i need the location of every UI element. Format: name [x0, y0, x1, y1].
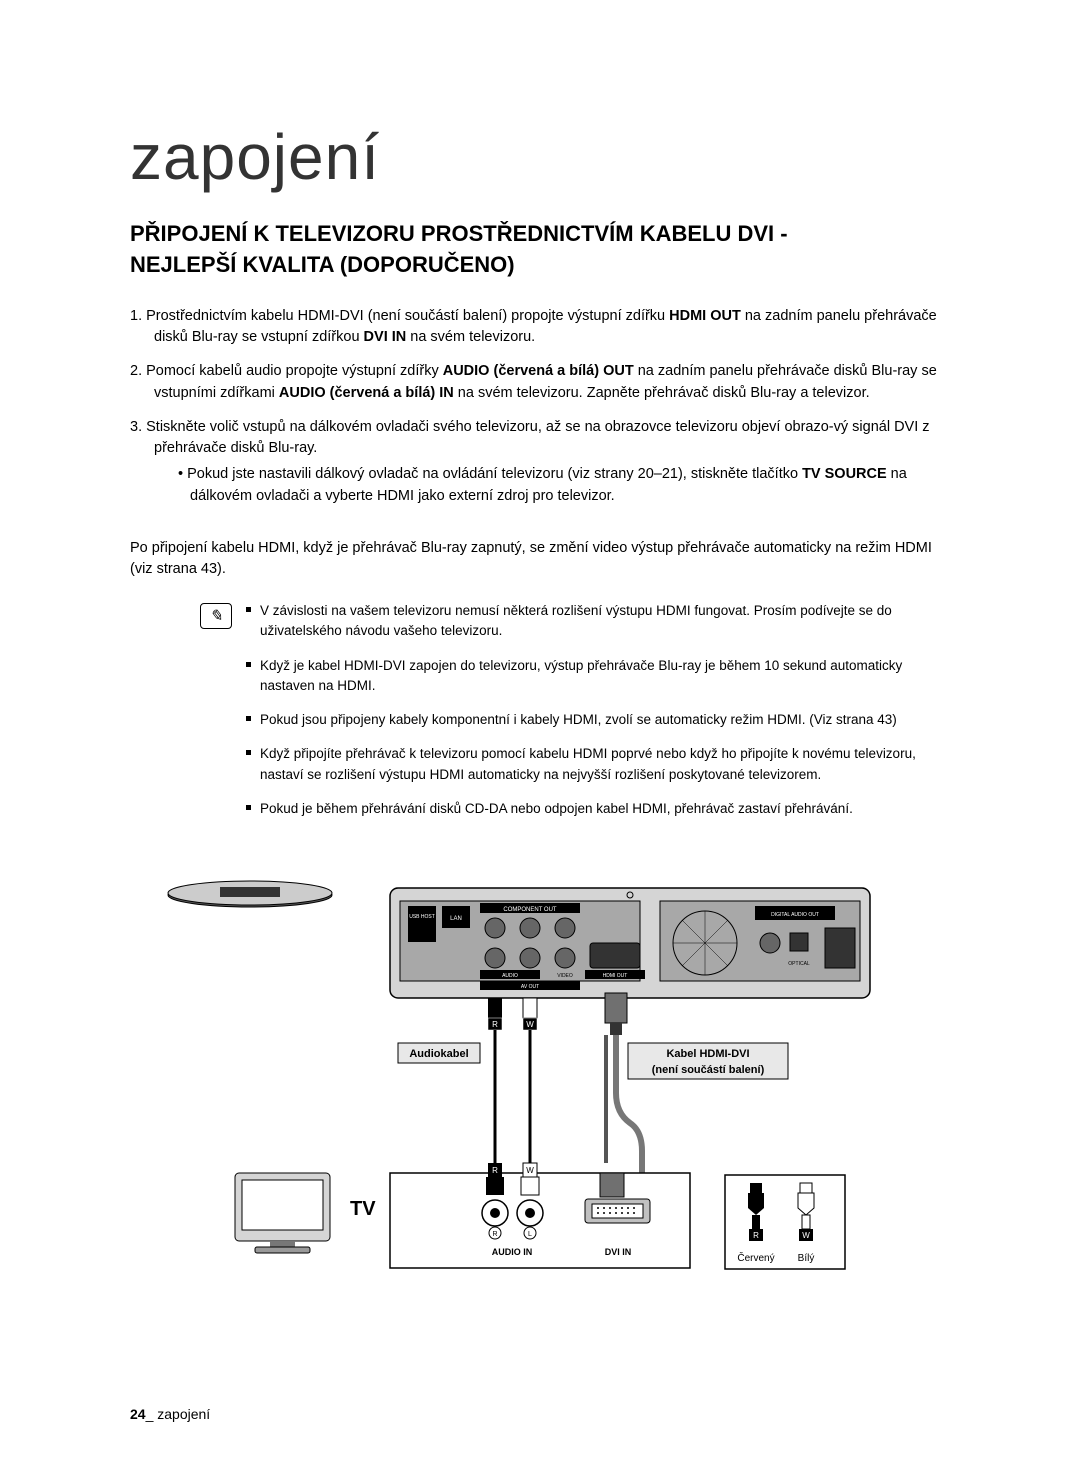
note-3: Pokud jsou připojeny kabely komponentní … [246, 710, 950, 730]
step-1: 1. Prostřednictvím kabelu HDMI-DVI (není… [130, 306, 950, 350]
step-3-sub-a: • Pokud jste nastavili dálkový ovladač n… [178, 466, 802, 482]
panel-video-label: VIDEO [557, 973, 573, 979]
panel-component-label: COMPONENT OUT [503, 907, 557, 913]
page-heading: PŘIPOJENÍ K TELEVIZORU PROSTŘEDNICTVÍM K… [130, 219, 950, 281]
step-1-bold-2: DVI IN [364, 329, 407, 345]
note-icon: ✎ [200, 603, 232, 629]
w-label-bottom: W [526, 1166, 534, 1175]
heading-line-1: PŘIPOJENÍ K TELEVIZORU PROSTŘEDNICTVÍM K… [130, 221, 788, 246]
panel-digital-label: DIGITAL AUDIO OUT [771, 912, 819, 918]
step-2-text-d: na svém televizoru. Zapněte přehrávač di… [454, 385, 870, 401]
note-5: Pokud je během přehrávání disků CD-DA ne… [246, 799, 950, 819]
panel-audio-label: AUDIO [502, 973, 518, 979]
section-title: zapojení [130, 120, 950, 194]
step-1-text-d: na svém televizoru. [406, 329, 535, 345]
panel-lan-label: LAN [450, 916, 462, 922]
panel-usb-label: USB HOST [409, 914, 435, 920]
svg-text:R: R [492, 1231, 497, 1238]
step-3-text: 3. Stiskněte volič vstupů na dálkovém ov… [130, 419, 930, 457]
w-label-top: W [526, 1020, 534, 1029]
legend-r: R [753, 1231, 759, 1240]
label-tv: TV [350, 1198, 376, 1220]
legend-w: W [802, 1231, 810, 1240]
label-audiokabel: Audiokabel [409, 1048, 468, 1060]
footer-page-number: 24 [130, 1406, 146, 1422]
step-2: 2. Pomocí kabelů audio propojte výstupní… [130, 361, 950, 405]
step-1-bold-1: HDMI OUT [669, 308, 741, 324]
step-2-bold-1: AUDIO (červená a bílá) OUT [443, 363, 634, 379]
panel-avout-label: AV OUT [521, 984, 539, 990]
panel-hdmi-label: HDMI OUT [603, 973, 628, 979]
label-dvi-in: DVI IN [605, 1247, 632, 1257]
label-not-included: (není součástí balení) [652, 1064, 765, 1076]
label-hdmi-cable: Kabel HDMI-DVI [666, 1048, 749, 1060]
legend-white: Bílý [798, 1253, 815, 1264]
note-4: Když připojíte přehrávač k televizoru po… [246, 744, 950, 785]
footer-sep: _ [146, 1406, 158, 1422]
r-label-bottom: R [492, 1166, 498, 1175]
note-block: ✎ V závislosti na vašem televizoru nemus… [200, 601, 950, 833]
after-paragraph: Po připojení kabelu HDMI, když je přehrá… [130, 538, 950, 582]
svg-text:L: L [528, 1231, 532, 1238]
r-label-top: R [492, 1020, 498, 1029]
page-footer: 24_ zapojení [130, 1406, 210, 1422]
steps-list: 1. Prostřednictvím kabelu HDMI-DVI (není… [130, 306, 950, 508]
note-1: V závislosti na vašem televizoru nemusí … [246, 601, 950, 642]
connection-diagram: USB HOST LAN COMPONENT OUT AUDIO AV OUT … [130, 873, 950, 1333]
note-2: Když je kabel HDMI-DVI zapojen do televi… [246, 656, 950, 697]
legend-red: Červený [737, 1251, 774, 1264]
step-3-sub-bold: TV SOURCE [802, 466, 887, 482]
panel-optical-label: OPTICAL [788, 961, 810, 967]
step-3: 3. Stiskněte volič vstupů na dálkovém ov… [130, 417, 950, 508]
step-2-text-a: 2. Pomocí kabelů audio propojte výstupní… [130, 363, 443, 379]
step-1-text-a: 1. Prostřednictvím kabelu HDMI-DVI (není… [130, 308, 669, 324]
note-list: V závislosti na vašem televizoru nemusí … [246, 601, 950, 833]
footer-label: zapojení [157, 1406, 210, 1422]
step-2-bold-2: AUDIO (červená a bílá) IN [279, 385, 454, 401]
heading-line-2: NEJLEPŠÍ KVALITA (DOPORUČENO) [130, 252, 515, 277]
step-3-sub: • Pokud jste nastavili dálkový ovladač n… [154, 464, 950, 508]
label-audio-in: AUDIO IN [492, 1247, 533, 1257]
